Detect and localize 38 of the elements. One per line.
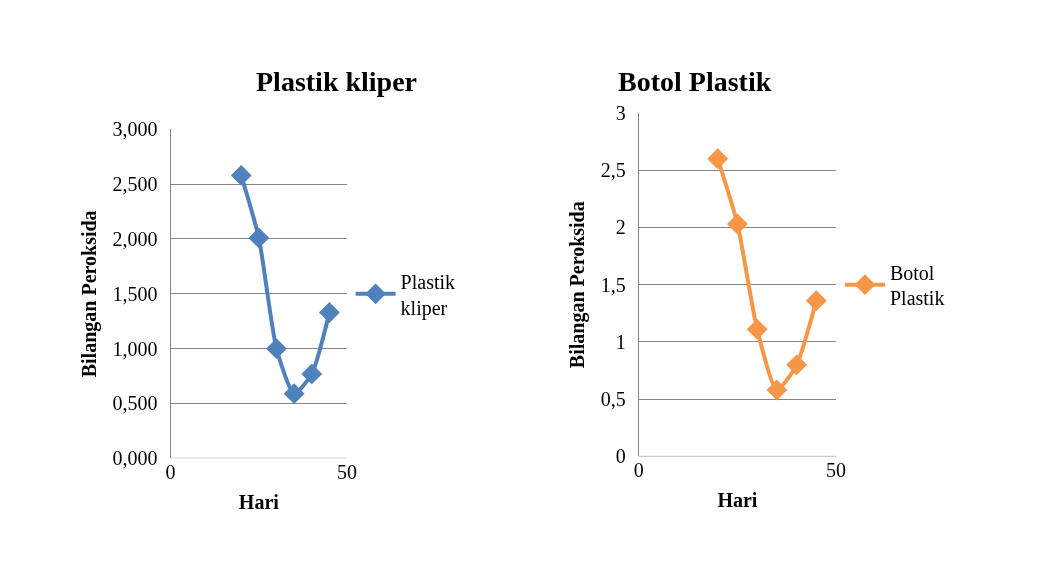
point [727,213,748,235]
y-tick-label: 1,500 [112,282,158,305]
point [248,227,270,249]
y-tick-label: 0,500 [112,392,158,415]
y-axis-title: Bilangan Peroksida [566,201,590,369]
y-tick-label: 2,000 [112,228,158,250]
y-tick-label: 0,5 [600,388,626,411]
y-tick-label: 2,5 [600,159,626,182]
y-tick-label: 1 [615,330,626,353]
y-tick-label: 1,000 [112,337,158,360]
point [266,338,287,360]
point [707,148,729,170]
x-tick-label: 0 [165,461,176,484]
y-axis-title: Bilangan Peroksida [78,210,102,378]
point [230,164,252,186]
y-tick-label: 3,000 [112,118,158,141]
y-tick-label: 2 [615,216,626,239]
y-tick-label: 3 [615,101,626,124]
chart-title: Plastik kliper [256,66,418,97]
legend-label: Botol Plastik [889,261,945,310]
y-tick-label: 2,500 [112,173,158,196]
y-tick-label: 0 [615,445,626,468]
x-tick-label: 50 [337,461,358,484]
y-tick-label: 1,5 [600,273,626,296]
point [746,318,768,340]
point [766,379,788,401]
point [319,302,340,323]
x-axis-title: Hari [717,488,758,511]
point [805,290,827,312]
y-tick-label: 0,000 [112,447,158,470]
x-tick-label: 50 [826,459,847,482]
chart-title: Botol Plastik [618,66,772,97]
point [283,383,305,405]
point [301,363,323,385]
x-axis-title: Hari [238,490,280,513]
legend-label: Plastik kliper [400,270,456,320]
point [786,354,807,376]
x-tick-label: 0 [633,459,644,482]
